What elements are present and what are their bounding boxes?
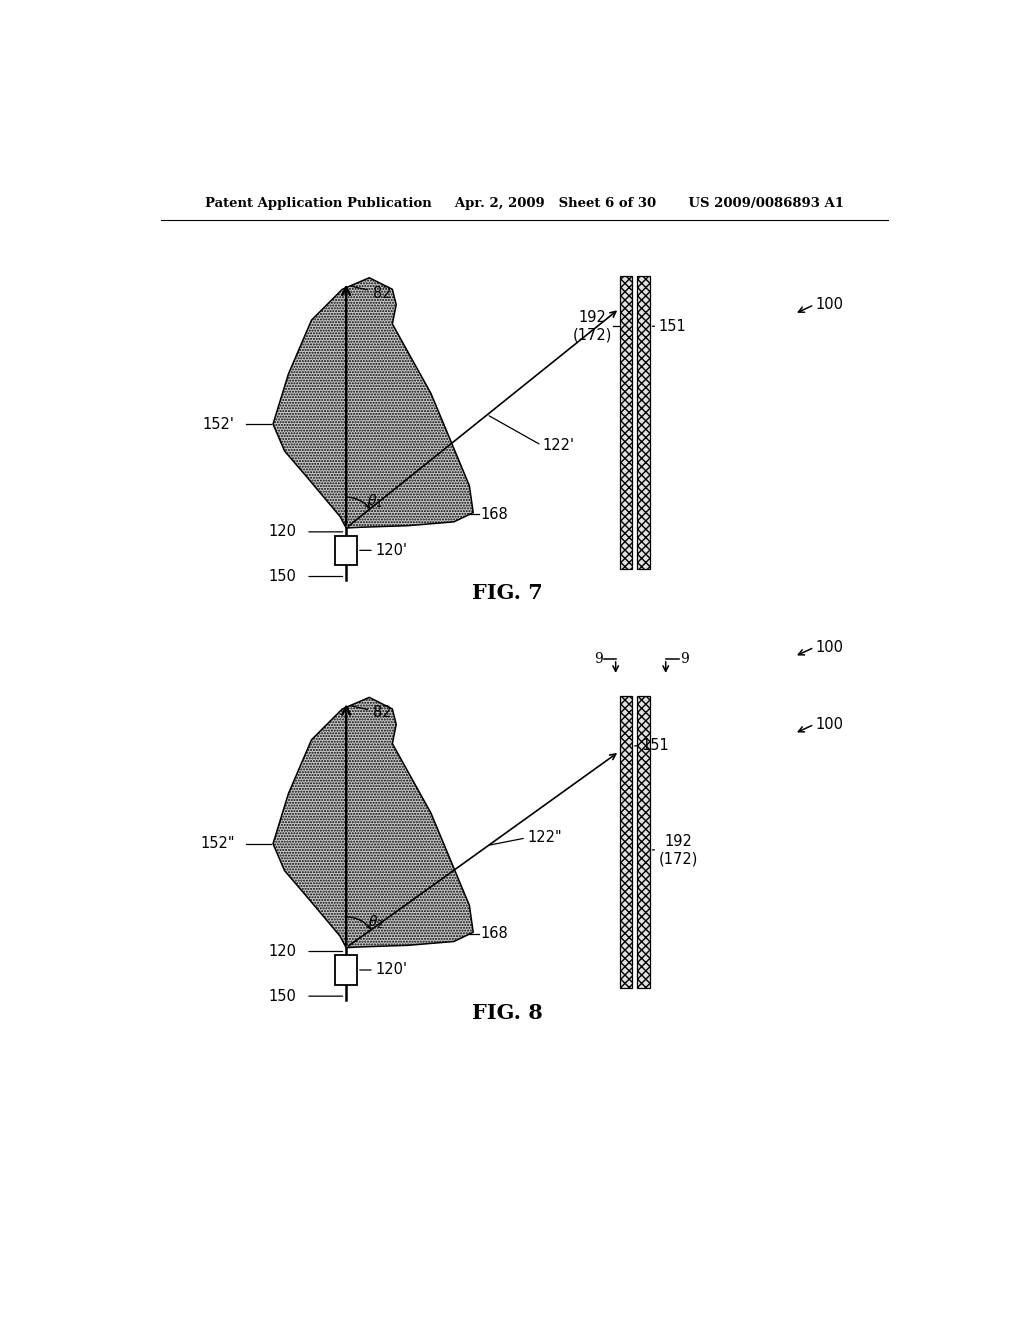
Text: $\theta_1$: $\theta_1$ (368, 492, 383, 511)
Bar (336, 956, 357, 985)
Text: 150: 150 (268, 989, 296, 1003)
Text: 120: 120 (268, 524, 296, 540)
Bar (620, 696, 632, 989)
Text: 100: 100 (816, 297, 844, 313)
Text: 151: 151 (658, 318, 686, 334)
Text: 150: 150 (268, 569, 296, 583)
Bar (620, 276, 632, 569)
Text: 192
(172): 192 (172) (572, 310, 611, 342)
Text: 120': 120' (376, 962, 408, 978)
Text: 9: 9 (594, 652, 602, 665)
Text: 82: 82 (350, 285, 392, 301)
Bar (637, 276, 649, 569)
Text: 168: 168 (481, 507, 509, 521)
Text: 152": 152" (200, 836, 234, 851)
Text: FIG. 8: FIG. 8 (472, 1003, 544, 1023)
Text: 100: 100 (816, 640, 844, 655)
Text: 82: 82 (350, 705, 392, 721)
Polygon shape (273, 697, 473, 948)
Text: 152': 152' (203, 417, 234, 432)
Text: $\theta_2$: $\theta_2$ (369, 913, 384, 931)
Polygon shape (273, 277, 473, 528)
Text: 168: 168 (481, 927, 509, 941)
Text: FIG. 7: FIG. 7 (472, 583, 544, 603)
Bar (637, 696, 649, 989)
Text: 122': 122' (543, 438, 574, 453)
Text: 120': 120' (376, 543, 408, 558)
Text: 100: 100 (816, 717, 844, 731)
Text: 151: 151 (641, 738, 669, 754)
Bar (336, 536, 357, 565)
Text: 192
(172): 192 (172) (658, 834, 698, 866)
Text: 9: 9 (680, 652, 689, 665)
Text: 122": 122" (527, 830, 562, 845)
Text: 120: 120 (268, 944, 296, 960)
Text: Patent Application Publication     Apr. 2, 2009   Sheet 6 of 30       US 2009/00: Patent Application Publication Apr. 2, 2… (205, 197, 845, 210)
